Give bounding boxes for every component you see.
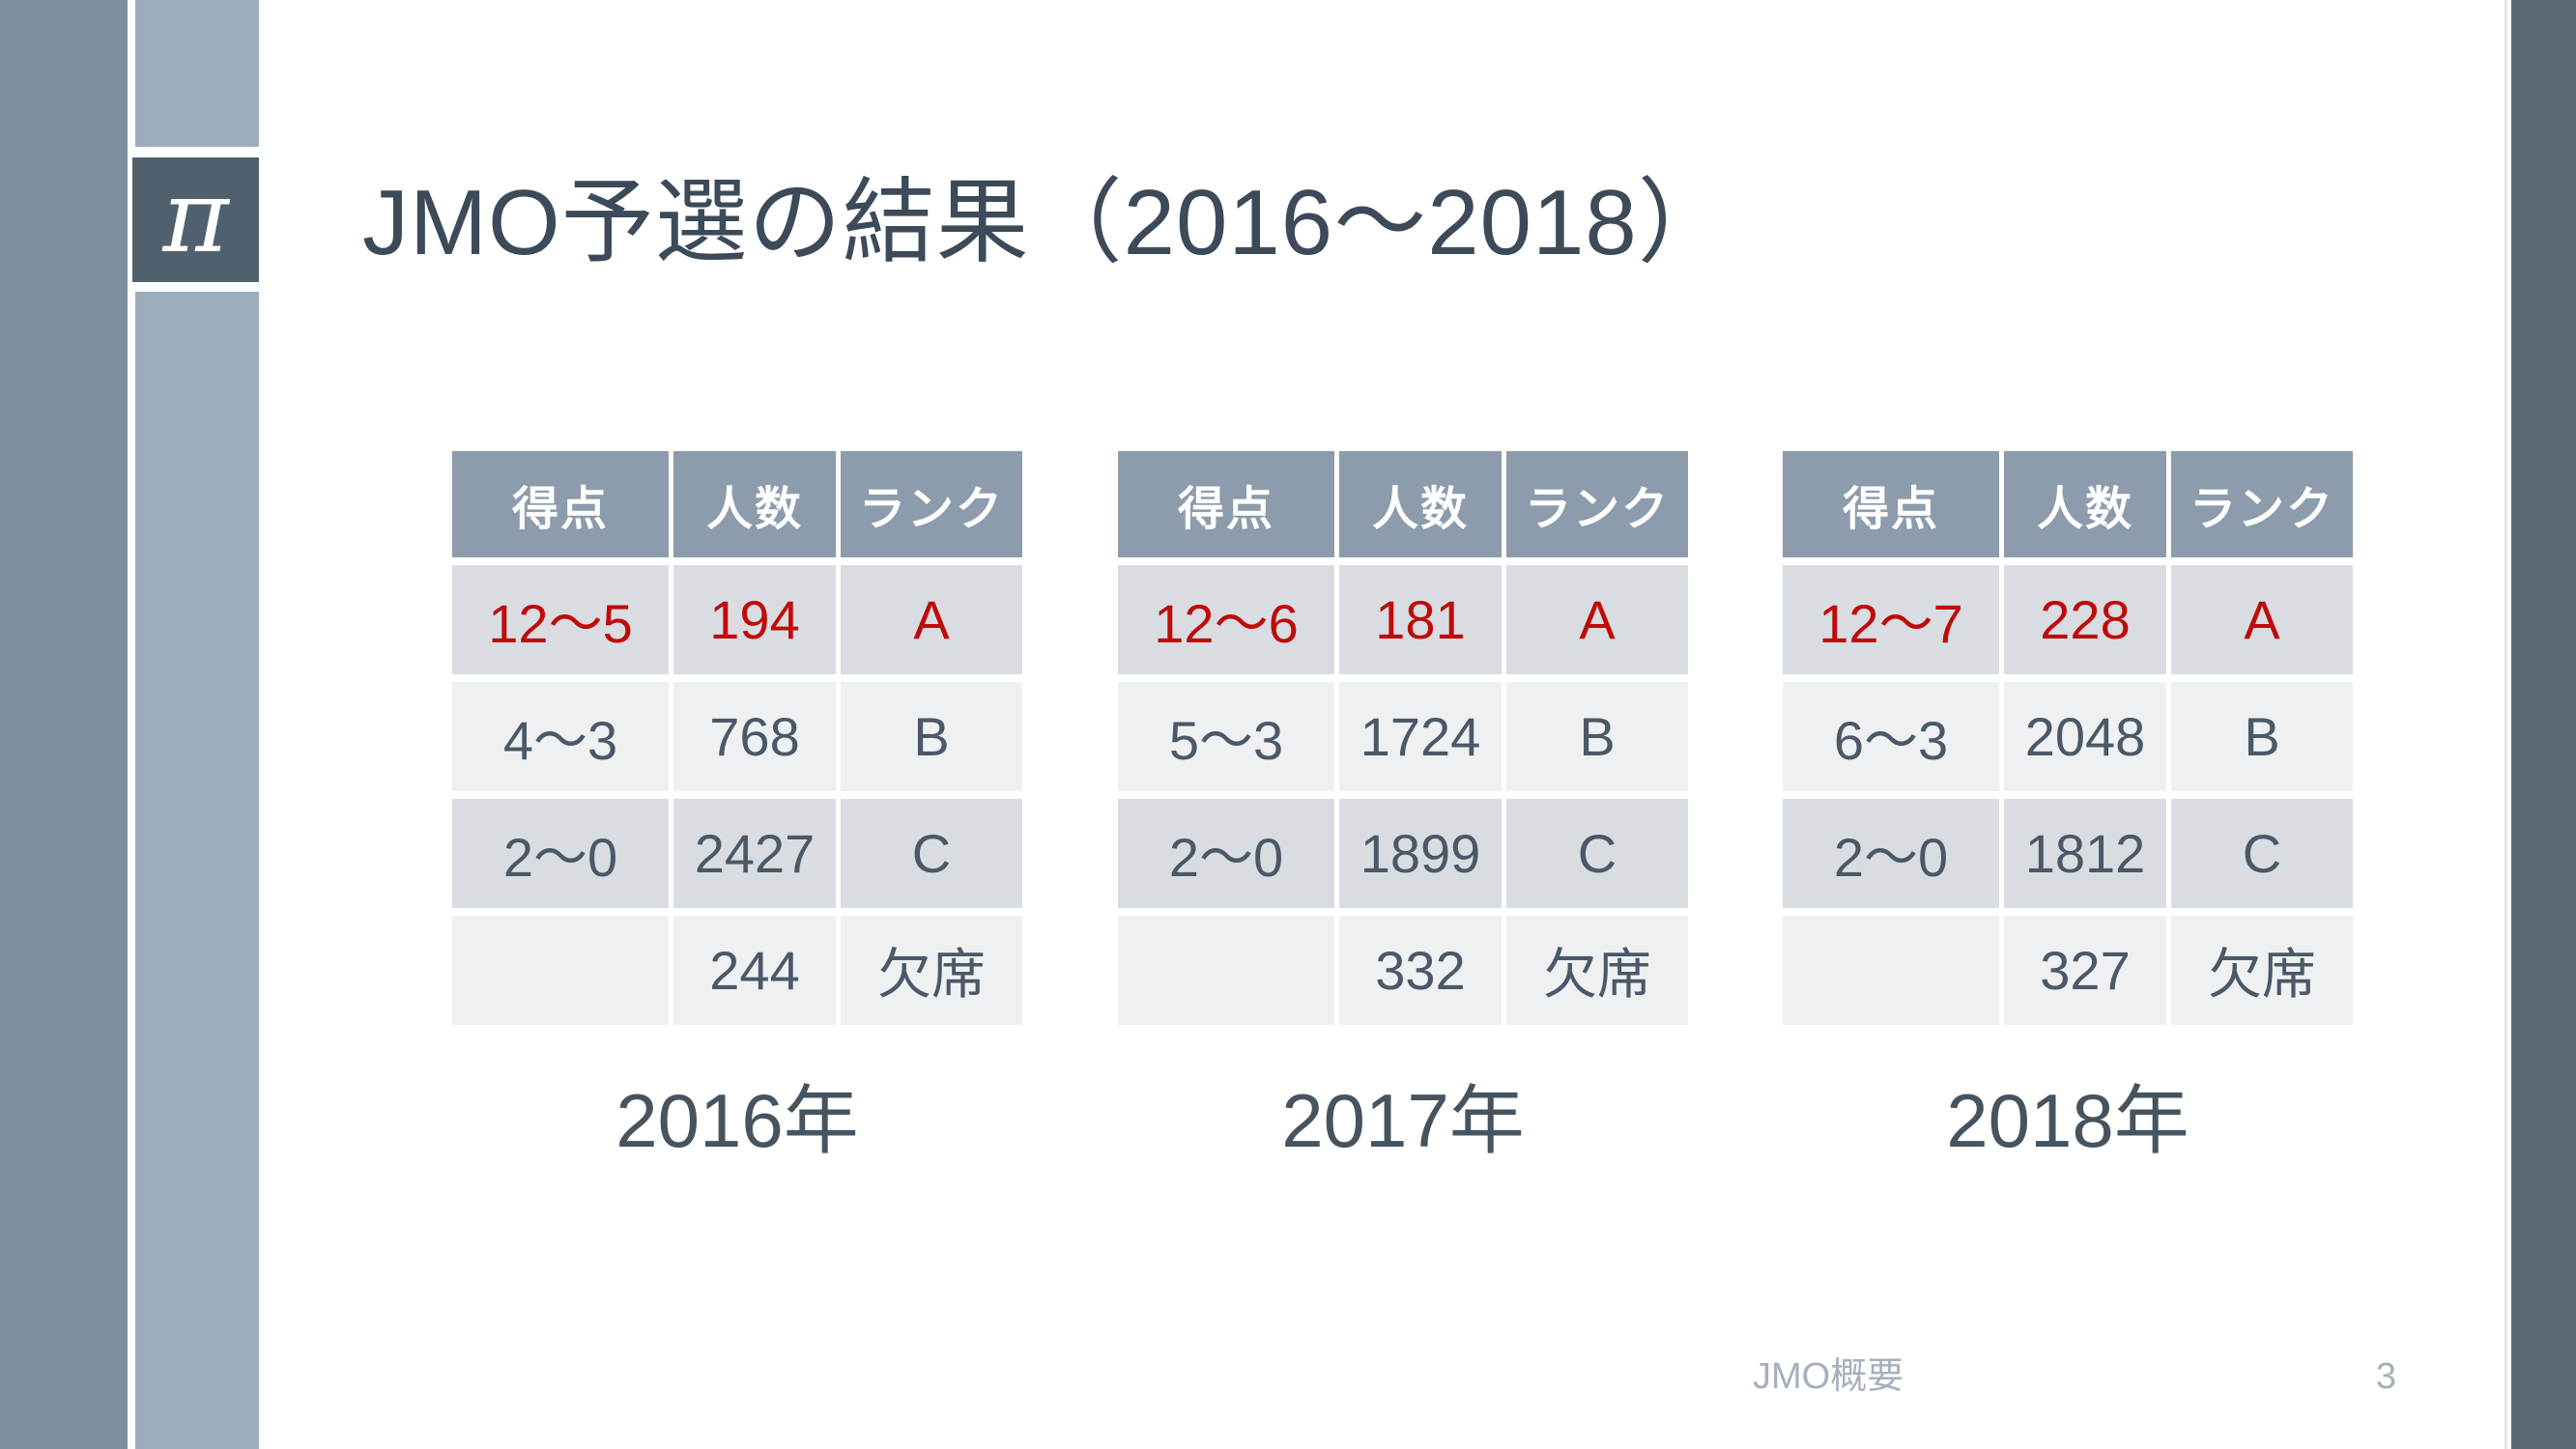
table-cell-count: 2427 [673, 799, 836, 908]
table-cell-rank: B [1506, 682, 1688, 791]
pi-box-gap-top [131, 147, 260, 157]
table-cell-rank: B [841, 682, 1022, 791]
table-cell-rank: B [2171, 682, 2353, 791]
table-cell-rank: C [1506, 799, 1688, 908]
column-header-score: 得点 [1783, 451, 1999, 557]
table-cell-score [1118, 916, 1334, 1025]
table-cell-score: 2〜0 [1118, 799, 1334, 908]
footer-doc-title: JMO概要 [1753, 1356, 1904, 1397]
table-cell-count: 1812 [2004, 799, 2166, 908]
table-cell-count: 228 [2004, 565, 2166, 674]
pi-box-gap-bottom [131, 282, 260, 292]
year-caption-2018: 2018年 [1946, 1078, 2190, 1163]
table-cell-rank: C [2171, 799, 2353, 908]
table-cell-rank: A [2171, 565, 2353, 674]
table-cell-score: 6〜3 [1783, 682, 1999, 791]
table-cell-rank: 欠席 [1506, 916, 1688, 1025]
year-caption-2017: 2017年 [1281, 1078, 1525, 1163]
page-title: JMO予選の結果（2016〜2018） [362, 171, 1732, 274]
table-cell-rank: A [841, 565, 1022, 674]
table-cell-count: 768 [673, 682, 836, 791]
pi-icon: π [162, 156, 229, 275]
table-cell-count: 327 [2004, 916, 2166, 1025]
table-cell-score: 2〜0 [452, 799, 669, 908]
table-cell-score: 12〜7 [1783, 565, 1999, 674]
table-cell-count: 181 [1339, 565, 1502, 674]
table-cell-count: 2048 [2004, 682, 2166, 791]
column-header-rank: ランク [1506, 451, 1688, 557]
column-header-count: 人数 [673, 451, 836, 557]
table-cell-rank: C [841, 799, 1022, 908]
table-cell-rank: A [1506, 565, 1688, 674]
results-table-2016: 得点 人数 ランク 12〜5 194 A 4〜3 768 B 2〜0 2427 … [452, 451, 1022, 1025]
column-header-score: 得点 [1118, 451, 1334, 557]
results-table-2017: 得点 人数 ランク 12〜6 181 A 5〜3 1724 B 2〜0 1899… [1118, 451, 1688, 1025]
pi-logo-box: π [132, 157, 259, 282]
table-cell-count: 1899 [1339, 799, 1502, 908]
table-cell-rank: 欠席 [841, 916, 1022, 1025]
table-cell-count: 332 [1339, 916, 1502, 1025]
table-cell-score [452, 916, 669, 1025]
column-header-rank: ランク [2171, 451, 2353, 557]
right-accent-strip [2511, 0, 2576, 1449]
column-header-count: 人数 [1339, 451, 1502, 557]
table-cell-count: 244 [673, 916, 836, 1025]
table-cell-score [1783, 916, 1999, 1025]
table-cell-count: 1724 [1339, 682, 1502, 791]
column-header-count: 人数 [2004, 451, 2166, 557]
column-header-score: 得点 [452, 451, 669, 557]
table-cell-count: 194 [673, 565, 836, 674]
left-accent-strip [0, 0, 128, 1449]
column-header-rank: ランク [841, 451, 1022, 557]
table-cell-score: 2〜0 [1783, 799, 1999, 908]
results-table-2018: 得点 人数 ランク 12〜7 228 A 6〜3 2048 B 2〜0 1812… [1783, 451, 2353, 1025]
page-number: 3 [2375, 1356, 2396, 1397]
right-strip-shadow [2504, 0, 2507, 1449]
table-cell-score: 12〜6 [1118, 565, 1334, 674]
table-cell-score: 5〜3 [1118, 682, 1334, 791]
table-cell-score: 4〜3 [452, 682, 669, 791]
table-cell-rank: 欠席 [2171, 916, 2353, 1025]
table-cell-score: 12〜5 [452, 565, 669, 674]
year-caption-2016: 2016年 [615, 1078, 859, 1163]
